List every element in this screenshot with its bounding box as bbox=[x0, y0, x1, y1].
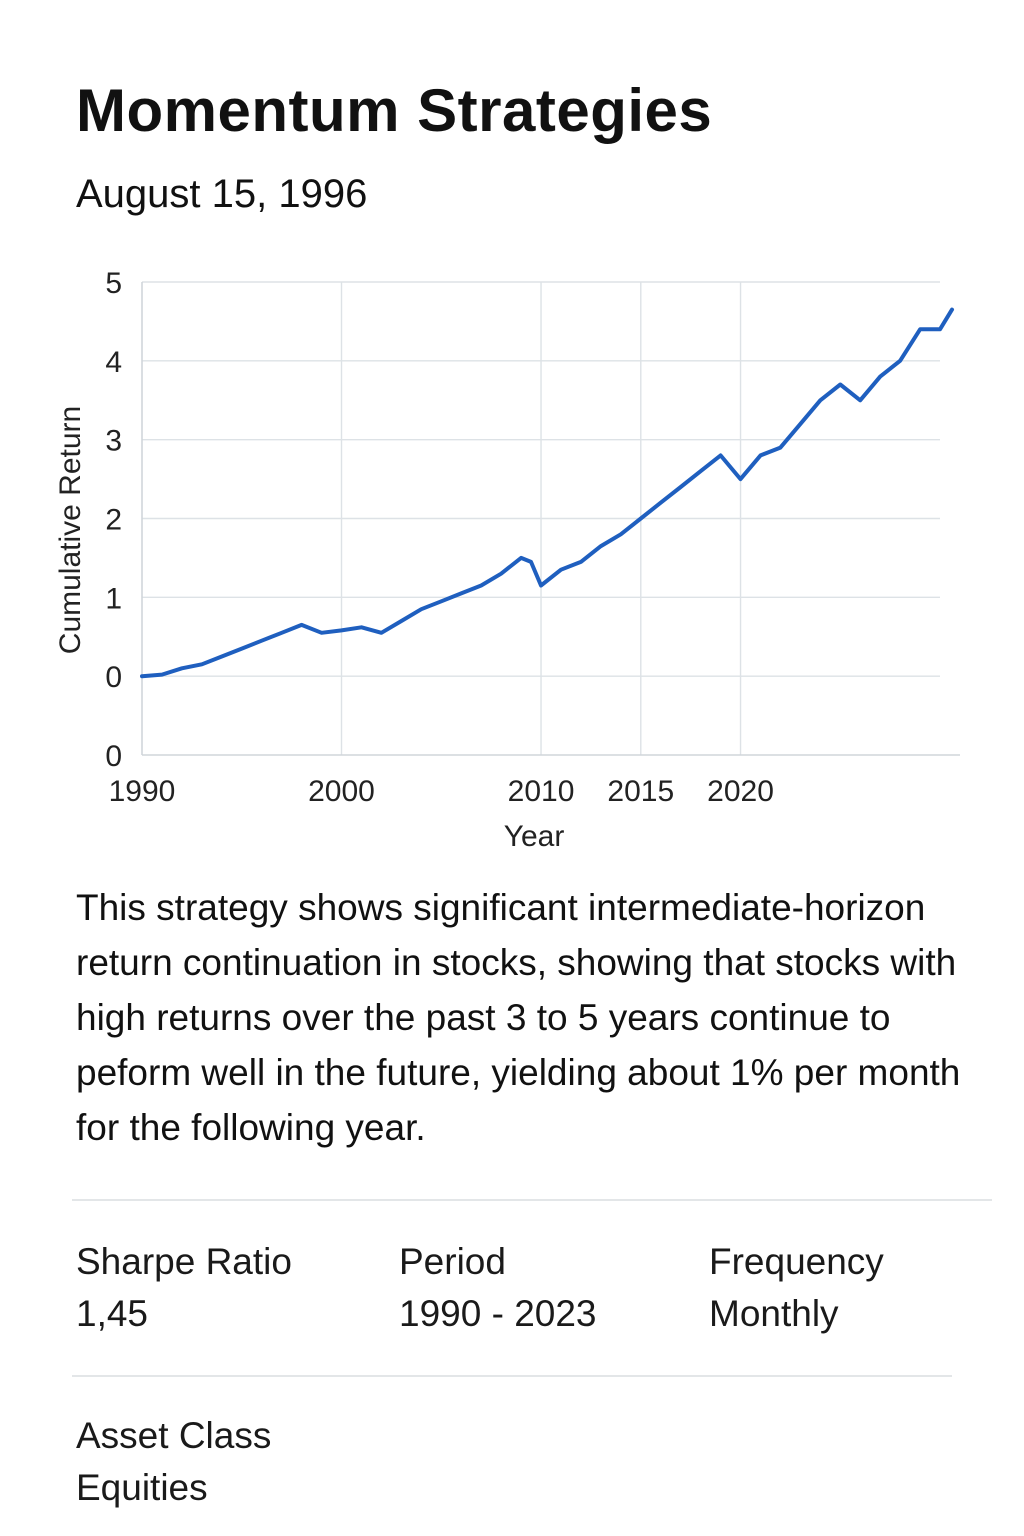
chart-svg: 0 0 1 2 3 4 5 1990 2000 2010 2015 2020 Cumulative R… bbox=[54, 267, 960, 853]
cumulative-return-chart: 0 0 1 2 3 4 5 1990 2000 2010 2015 2020 Cumulative R… bbox=[0, 250, 1024, 870]
stat-asset-class: Asset Class Equities bbox=[76, 1410, 271, 1514]
stat-period: Period 1990 - 2023 bbox=[399, 1236, 597, 1340]
x-tick-label: 2000 bbox=[308, 775, 375, 808]
stat-value: 1,45 bbox=[76, 1293, 149, 1334]
publication-date: August 15, 1996 bbox=[76, 172, 368, 216]
stat-sharpe-ratio: Sharpe Ratio 1,45 bbox=[76, 1236, 292, 1340]
y-tick-label: 5 bbox=[105, 267, 122, 300]
y-tick-label: 0 bbox=[105, 661, 122, 694]
y-axis-title: Cumulative Return bbox=[54, 406, 87, 654]
y-tick-label: 2 bbox=[105, 504, 122, 537]
x-axis-title: Year bbox=[504, 820, 565, 853]
stat-value: Monthly bbox=[709, 1293, 839, 1334]
chart-tick-labels: 0 0 1 2 3 4 5 1990 2000 2010 2015 2020 bbox=[105, 267, 774, 808]
stat-label: Period bbox=[399, 1241, 506, 1282]
stat-label: Sharpe Ratio bbox=[76, 1241, 292, 1282]
stat-label: Asset Class bbox=[76, 1415, 272, 1456]
x-tick-label: 2010 bbox=[508, 775, 575, 808]
chart-series bbox=[140, 307, 954, 679]
x-tick-label: 2015 bbox=[607, 775, 674, 808]
stat-value: Equities bbox=[76, 1467, 208, 1508]
y-tick-label: 4 bbox=[105, 346, 122, 379]
y-tick-label: 0 bbox=[105, 740, 122, 773]
chart-grid bbox=[142, 281, 940, 755]
x-tick-label: 2020 bbox=[707, 775, 774, 808]
divider bbox=[72, 1375, 952, 1377]
stat-frequency: Frequency Monthly bbox=[709, 1236, 884, 1340]
y-tick-label: 1 bbox=[105, 582, 122, 615]
series-line bbox=[140, 307, 954, 679]
divider bbox=[72, 1199, 992, 1201]
stat-label: Frequency bbox=[709, 1241, 884, 1282]
page-title: Momentum Strategies bbox=[76, 77, 713, 144]
stat-value: 1990 - 2023 bbox=[399, 1293, 597, 1334]
strategy-description: This strategy shows significant intermed… bbox=[76, 887, 961, 1148]
y-tick-label: 3 bbox=[105, 425, 122, 458]
x-tick-label: 1990 bbox=[109, 775, 176, 808]
